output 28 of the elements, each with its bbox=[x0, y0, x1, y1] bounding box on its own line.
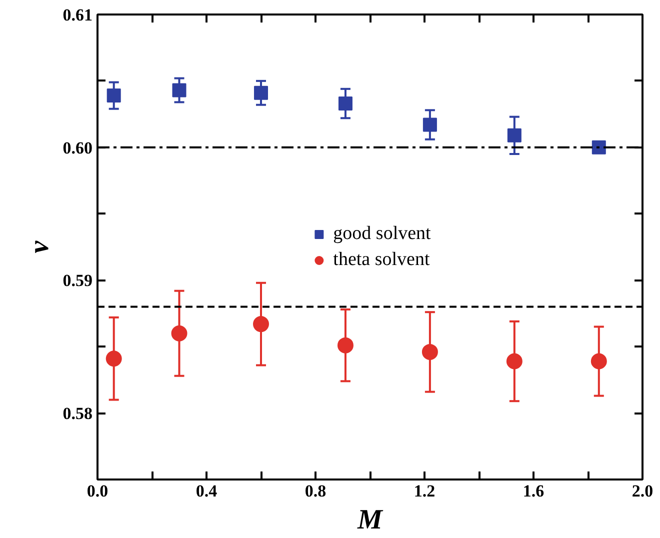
point bbox=[337, 337, 354, 354]
y-tick-label: 0.58 bbox=[62, 404, 92, 424]
x-tick-label: 1.2 bbox=[414, 482, 436, 500]
x-tick-label: 0.4 bbox=[196, 482, 218, 500]
y-tick-label: 0.59 bbox=[62, 271, 92, 290]
point bbox=[254, 86, 268, 100]
point bbox=[506, 353, 522, 370]
y-tick-label: 0.61 bbox=[62, 6, 92, 24]
point bbox=[422, 344, 438, 360]
point bbox=[106, 350, 122, 367]
point bbox=[590, 353, 607, 370]
x-tick-label: 1.6 bbox=[522, 482, 544, 500]
legend-label: theta solvent bbox=[333, 248, 430, 270]
x-tick-label: 0.0 bbox=[86, 482, 108, 500]
point bbox=[338, 96, 352, 111]
x-tick-label: 0.8 bbox=[304, 482, 326, 500]
point bbox=[592, 140, 606, 154]
point bbox=[106, 88, 121, 103]
point bbox=[171, 325, 188, 342]
point bbox=[507, 128, 522, 142]
x-tick-label: 2.0 bbox=[632, 482, 654, 500]
point bbox=[422, 118, 437, 132]
y-tick-label: 0.60 bbox=[62, 138, 92, 158]
x-axis-title: M bbox=[356, 504, 384, 536]
y-axis-title: ν bbox=[24, 240, 55, 254]
legend-label: good solvent bbox=[333, 222, 431, 244]
point bbox=[172, 83, 186, 98]
point bbox=[253, 316, 269, 332]
